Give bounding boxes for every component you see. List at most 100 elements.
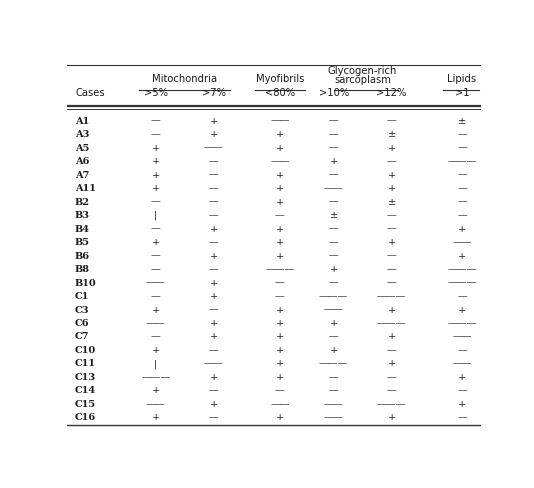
Text: +: + [152, 305, 160, 314]
Text: ———: ——— [377, 291, 406, 301]
Text: +: + [388, 170, 396, 179]
Text: ———: ——— [319, 359, 348, 368]
Text: —: — [151, 264, 161, 273]
Text: ±: ± [458, 117, 466, 125]
Text: +: + [276, 130, 284, 139]
Text: ——: —— [204, 143, 223, 152]
Text: C11: C11 [75, 359, 96, 368]
Text: +: + [276, 183, 284, 193]
Text: —: — [457, 291, 467, 301]
Text: +: + [388, 332, 396, 341]
Text: >5%: >5% [144, 88, 168, 98]
Text: |: | [154, 359, 158, 368]
Text: ——: —— [270, 399, 289, 408]
Text: +: + [458, 251, 466, 260]
Text: —: — [151, 332, 161, 341]
Text: +: + [152, 386, 160, 395]
Text: C3: C3 [75, 305, 90, 314]
Text: —: — [209, 264, 218, 273]
Text: —: — [457, 130, 467, 139]
Text: +: + [388, 238, 396, 246]
Text: +: + [458, 399, 466, 408]
Text: +: + [329, 346, 338, 354]
Text: C13: C13 [75, 372, 96, 381]
Text: —: — [209, 412, 218, 422]
Text: +: + [388, 412, 396, 422]
Text: B4: B4 [75, 224, 90, 233]
Text: —: — [387, 346, 397, 354]
Text: +: + [209, 251, 218, 260]
Text: ———: ——— [447, 318, 477, 327]
Text: +: + [276, 305, 284, 314]
Text: —: — [151, 224, 161, 233]
Text: —: — [151, 251, 161, 260]
Text: C7: C7 [75, 332, 90, 341]
Text: —: — [209, 183, 218, 193]
Text: A6: A6 [75, 157, 89, 166]
Text: +: + [276, 359, 284, 368]
Text: +: + [388, 143, 396, 152]
Text: —: — [275, 291, 285, 301]
Text: ——: —— [204, 359, 223, 368]
Text: +: + [152, 170, 160, 179]
Text: +: + [458, 372, 466, 381]
Text: +: + [209, 399, 218, 408]
Text: Glycogen-rich: Glycogen-rich [328, 65, 397, 76]
Text: —: — [329, 332, 339, 341]
Text: +: + [329, 318, 338, 327]
Text: —: — [457, 197, 467, 206]
Text: —: — [275, 211, 285, 220]
Text: +: + [152, 157, 160, 166]
Text: ——: —— [324, 305, 343, 314]
Text: —: — [209, 346, 218, 354]
Text: Myofibrils: Myofibrils [256, 74, 304, 84]
Text: —: — [387, 224, 397, 233]
Text: |: | [154, 210, 158, 220]
Text: B2: B2 [75, 197, 90, 206]
Text: —: — [209, 386, 218, 395]
Text: —: — [151, 130, 161, 139]
Text: Cases: Cases [75, 88, 105, 98]
Text: ———: ——— [319, 291, 348, 301]
Text: —: — [329, 130, 339, 139]
Text: —: — [387, 278, 397, 287]
Text: —: — [457, 170, 467, 179]
Text: ——: —— [452, 359, 472, 368]
Text: +: + [209, 291, 218, 301]
Text: ———: ——— [377, 318, 406, 327]
Text: C16: C16 [75, 412, 96, 422]
Text: +: + [388, 359, 396, 368]
Text: —: — [209, 211, 218, 220]
Text: —: — [457, 183, 467, 193]
Text: ——: —— [324, 183, 343, 193]
Text: —: — [387, 117, 397, 125]
Text: +: + [152, 346, 160, 354]
Text: ——: —— [270, 157, 289, 166]
Text: —: — [329, 372, 339, 381]
Text: —: — [387, 386, 397, 395]
Text: +: + [209, 130, 218, 139]
Text: —: — [387, 157, 397, 166]
Text: C14: C14 [75, 386, 96, 395]
Text: +: + [209, 332, 218, 341]
Text: +: + [276, 372, 284, 381]
Text: +: + [152, 183, 160, 193]
Text: —: — [457, 143, 467, 152]
Text: —: — [275, 386, 285, 395]
Text: <80%: <80% [265, 88, 295, 98]
Text: +: + [388, 305, 396, 314]
Text: —: — [151, 197, 161, 206]
Text: >12%: >12% [376, 88, 407, 98]
Text: —: — [457, 211, 467, 220]
Text: +: + [209, 372, 218, 381]
Text: >10%: >10% [319, 88, 349, 98]
Text: sarcoplasm: sarcoplasm [334, 75, 391, 85]
Text: ———: ——— [265, 264, 295, 273]
Text: —: — [329, 143, 339, 152]
Text: +: + [276, 238, 284, 246]
Text: —: — [209, 238, 218, 246]
Text: —: — [151, 117, 161, 125]
Text: A3: A3 [75, 130, 89, 139]
Text: +: + [276, 251, 284, 260]
Text: ——: —— [146, 278, 166, 287]
